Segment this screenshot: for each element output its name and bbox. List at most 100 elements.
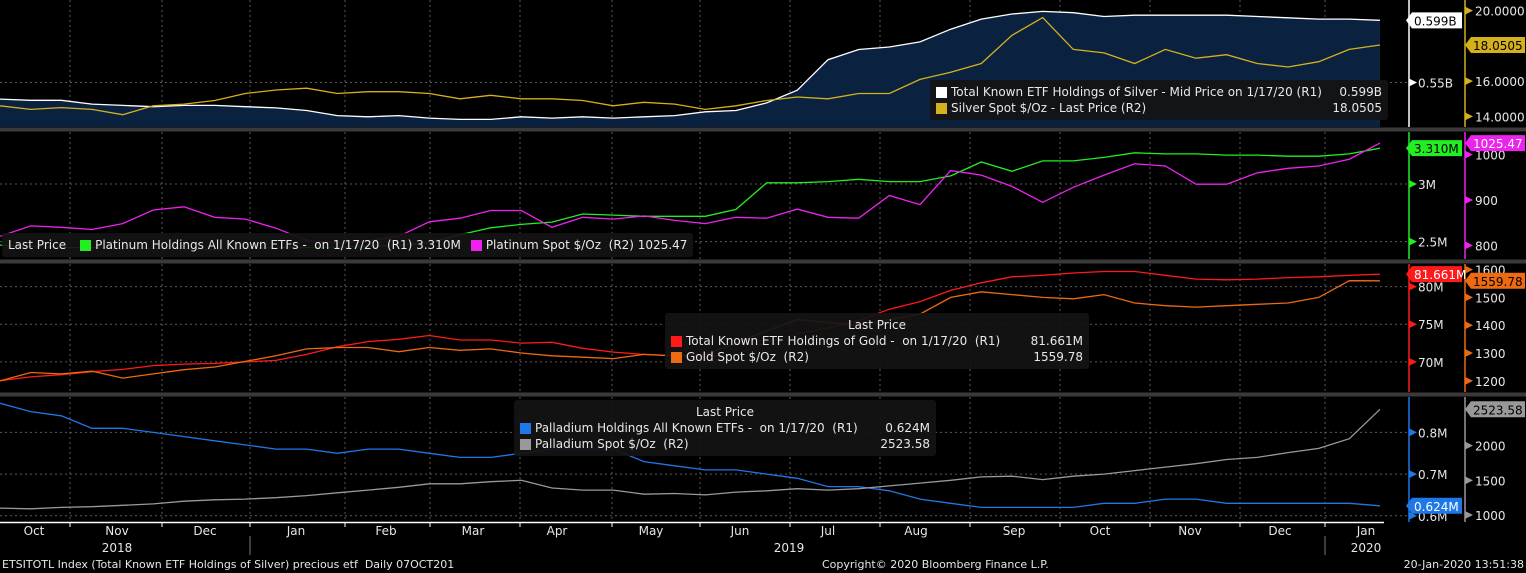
platinum-legend: Last Price Platinum Holdings All Known E…	[2, 233, 694, 257]
panel-separator	[0, 259, 1526, 264]
x-axis-month-label: Jan	[1356, 524, 1376, 538]
r2-tick-marker	[1465, 241, 1473, 250]
palladium-r2-last-value-tag: 2523.58	[1473, 403, 1523, 417]
r2-tick-marker	[1465, 150, 1473, 159]
silver-legend: Total Known ETF Holdings of Silver - Mid…	[930, 80, 1388, 120]
legend-swatch	[80, 239, 92, 251]
x-axis-year-label: 2018	[102, 541, 133, 555]
gold-r1-last-value-tag-bg	[1406, 266, 1462, 283]
legend-value: 1559.78	[1033, 350, 1083, 364]
legend-swatch	[520, 422, 531, 434]
x-axis-month-label: Jul	[820, 524, 835, 538]
silver-r2-last-value-tag-bg	[1465, 36, 1525, 53]
r2-tick-marker	[1465, 196, 1473, 205]
legend-value: 81.661M	[1030, 334, 1083, 348]
silver-series-line-1	[0, 10, 1381, 121]
r1-tick-marker	[1409, 237, 1417, 246]
x-axis-month-label: Apr	[547, 524, 568, 538]
gold-r1-last-value-tag: 81.661M	[1414, 268, 1466, 282]
r2-tick-marker	[1465, 6, 1473, 15]
r1-tick-label: 0.8M	[1418, 426, 1447, 440]
x-axis-month-label: Dec	[193, 524, 216, 538]
legend-header: Last Price	[695, 405, 755, 419]
legend-label: Palladium Spot $/Oz (R2)	[535, 437, 689, 451]
r2-tick-marker	[1465, 476, 1473, 485]
x-axis-month-label: Oct	[24, 524, 45, 538]
legend-value: 2523.58	[880, 437, 930, 451]
r2-tick-label: 900	[1475, 194, 1498, 208]
r1-tick-marker	[1409, 179, 1417, 188]
palladium-legend: Last Price Palladium Holdings All Known …	[514, 400, 936, 456]
platinum-r1-last-value-tag: 3.310M	[1414, 142, 1459, 156]
r2-tick-label: 1500	[1475, 291, 1506, 305]
x-axis-month-label: Feb	[375, 524, 396, 538]
legend-swatch	[671, 351, 682, 363]
r2-tick-label: 1300	[1475, 347, 1506, 361]
r2-tick-label: 14.0000	[1475, 110, 1525, 124]
palladium-r1-last-value-tag-bg	[1406, 497, 1462, 514]
gold-r2-last-value-tag: 1559.78	[1473, 275, 1523, 289]
silver-legend-row-holdings: Total Known ETF Holdings of Silver - Mid…	[936, 84, 1382, 100]
x-axis-month-label: Nov	[1178, 524, 1201, 538]
platinum-series-line-2	[0, 142, 1381, 244]
palladium-series-line-1	[0, 402, 1381, 509]
x-axis-month-label: Aug	[904, 524, 927, 538]
legend-label: Total Known ETF Holdings of Silver - Mid…	[951, 85, 1322, 99]
r2-tick-marker	[1465, 441, 1473, 450]
palladium-legend-row-spot: Palladium Spot $/Oz (R2) 2523.58	[520, 436, 930, 452]
x-axis-year-label: 2020	[1351, 541, 1382, 555]
x-axis-month-label: May	[639, 524, 664, 538]
r1-tick-label: 0.7M	[1418, 468, 1447, 482]
r2-tick-marker	[1465, 511, 1473, 520]
legend-value: 0.599B	[1339, 85, 1382, 99]
panel-separator	[0, 127, 1526, 132]
legend-swatch	[470, 239, 482, 251]
r2-tick-marker	[1465, 112, 1473, 121]
legend-label: Silver Spot $/Oz - Last Price (R2)	[951, 101, 1147, 115]
silver-r2-last-value-tag: 18.0505	[1473, 39, 1523, 53]
silver-r1-last-value-tag-bg	[1406, 12, 1462, 29]
silver-series-line-2	[0, 16, 1381, 116]
x-axis-month-label: Jun	[730, 524, 750, 538]
r1-tick-label: 3M	[1418, 178, 1436, 192]
r2-tick-marker	[1465, 293, 1473, 302]
r1-tick-label: 0.55B	[1418, 77, 1453, 91]
palladium-r1-last-value-tag: 0.624M	[1414, 500, 1459, 514]
gold-r2-last-value-tag-bg	[1465, 272, 1525, 289]
r2-tick-label: 20.0000	[1475, 5, 1525, 19]
r2-tick-marker	[1465, 265, 1473, 274]
legend-header: Last Price	[847, 318, 907, 332]
legend-swatch	[936, 102, 947, 114]
x-axis-month-label: Sep	[1003, 524, 1026, 538]
r2-tick-label: 800	[1475, 239, 1498, 253]
platinum-r2-last-value-tag-bg	[1465, 135, 1525, 152]
x-axis-month-label: Nov	[105, 524, 128, 538]
r1-tick-marker	[1409, 78, 1417, 87]
legend-swatch	[936, 86, 947, 98]
gold-legend: Last Price Total Known ETF Holdings of G…	[665, 313, 1089, 369]
gold-legend-row-spot: Gold Spot $/Oz (R2) 1559.78	[671, 349, 1083, 365]
legend-swatch	[671, 335, 682, 347]
r2-tick-label: 1200	[1475, 375, 1506, 389]
x-axis-year-label: 2019	[774, 541, 805, 555]
r1-tick-marker	[1409, 511, 1417, 520]
footer-ticker-description: ETSITOTL Index (Total Known ETF Holdings…	[2, 558, 455, 571]
legend-value: 0.624M	[885, 421, 930, 435]
legend-value: 18.0505	[1332, 101, 1382, 115]
panel-separator	[0, 392, 1526, 397]
legend-label: Total Known ETF Holdings of Gold - on 1/…	[686, 334, 1001, 348]
r1-tick-marker	[1409, 357, 1417, 366]
r2-tick-marker	[1465, 349, 1473, 358]
footer-copyright: Copyright© 2020 Bloomberg Finance L.P.	[822, 558, 1049, 571]
r2-tick-marker	[1465, 321, 1473, 330]
r2-tick-marker	[1465, 376, 1473, 385]
legend-label: Palladium Holdings All Known ETFs - on 1…	[535, 421, 858, 435]
gold-legend-row-holdings: Total Known ETF Holdings of Gold - on 1/…	[671, 333, 1083, 349]
r1-tick-marker	[1409, 282, 1417, 291]
legend-swatch	[520, 438, 531, 450]
x-axis-month-label: Jan	[286, 524, 306, 538]
r1-tick-marker	[1409, 428, 1417, 437]
r2-tick-label: 1000	[1475, 509, 1506, 523]
x-axis-month-label: Oct	[1090, 524, 1111, 538]
footer-timestamp: 20-Jan-2020 13:51:38	[1403, 558, 1524, 571]
